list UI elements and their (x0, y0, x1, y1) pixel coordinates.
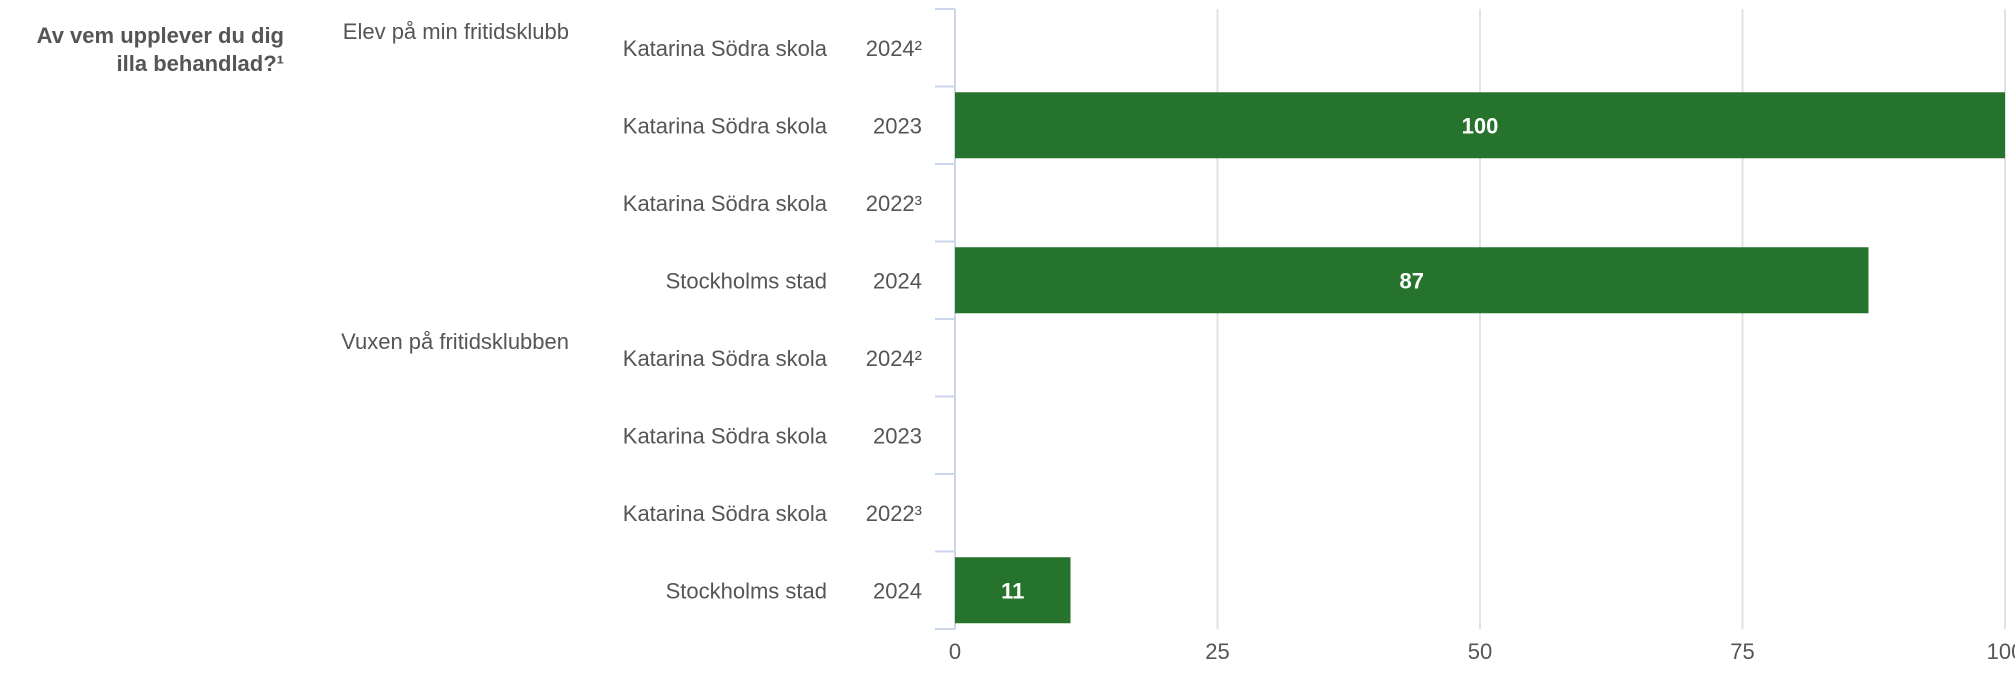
x-tick-label: 0 (949, 639, 961, 664)
bar-value-label: 11 (1001, 578, 1024, 603)
question-title-line1: Av vem upplever du dig (36, 23, 284, 48)
unit-label: Katarina Södra skola (623, 191, 828, 216)
unit-label: Katarina Södra skola (623, 423, 828, 448)
bar-value-label: 87 (1400, 268, 1424, 293)
year-label: 2024² (866, 346, 922, 371)
question-title: Av vem upplever du dig illa behandlad?¹ (0, 22, 284, 78)
unit-label: Katarina Södra skola (623, 113, 828, 138)
group-label: Elev på min fritidsklubb (343, 19, 569, 44)
x-tick-label: 75 (1730, 639, 1754, 664)
year-label: 2022³ (866, 191, 922, 216)
bar (955, 92, 2005, 159)
year-label: 2022³ (866, 501, 922, 526)
unit-label: Stockholms stad (666, 578, 827, 603)
x-tick-label: 100 (1987, 639, 2015, 664)
unit-label: Stockholms stad (666, 268, 827, 293)
bar (955, 557, 1071, 624)
x-tick-label: 25 (1205, 639, 1229, 664)
year-label: 2024² (866, 36, 922, 61)
bar (955, 247, 1869, 314)
bar-value-label: 100 (1462, 113, 1499, 138)
year-label: 2024 (873, 268, 922, 293)
question-title-line2: illa behandlad?¹ (116, 51, 284, 76)
x-tick-label: 50 (1468, 639, 1492, 664)
unit-label: Katarina Södra skola (623, 36, 828, 61)
group-label: Vuxen på fritidsklubben (341, 329, 569, 354)
unit-label: Katarina Södra skola (623, 501, 828, 526)
year-label: 2023 (873, 113, 922, 138)
year-label: 2024 (873, 578, 922, 603)
unit-label: Katarina Södra skola (623, 346, 828, 371)
year-label: 2023 (873, 423, 922, 448)
